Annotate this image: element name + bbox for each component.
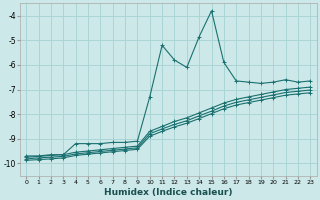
X-axis label: Humidex (Indice chaleur): Humidex (Indice chaleur) (104, 188, 233, 197)
